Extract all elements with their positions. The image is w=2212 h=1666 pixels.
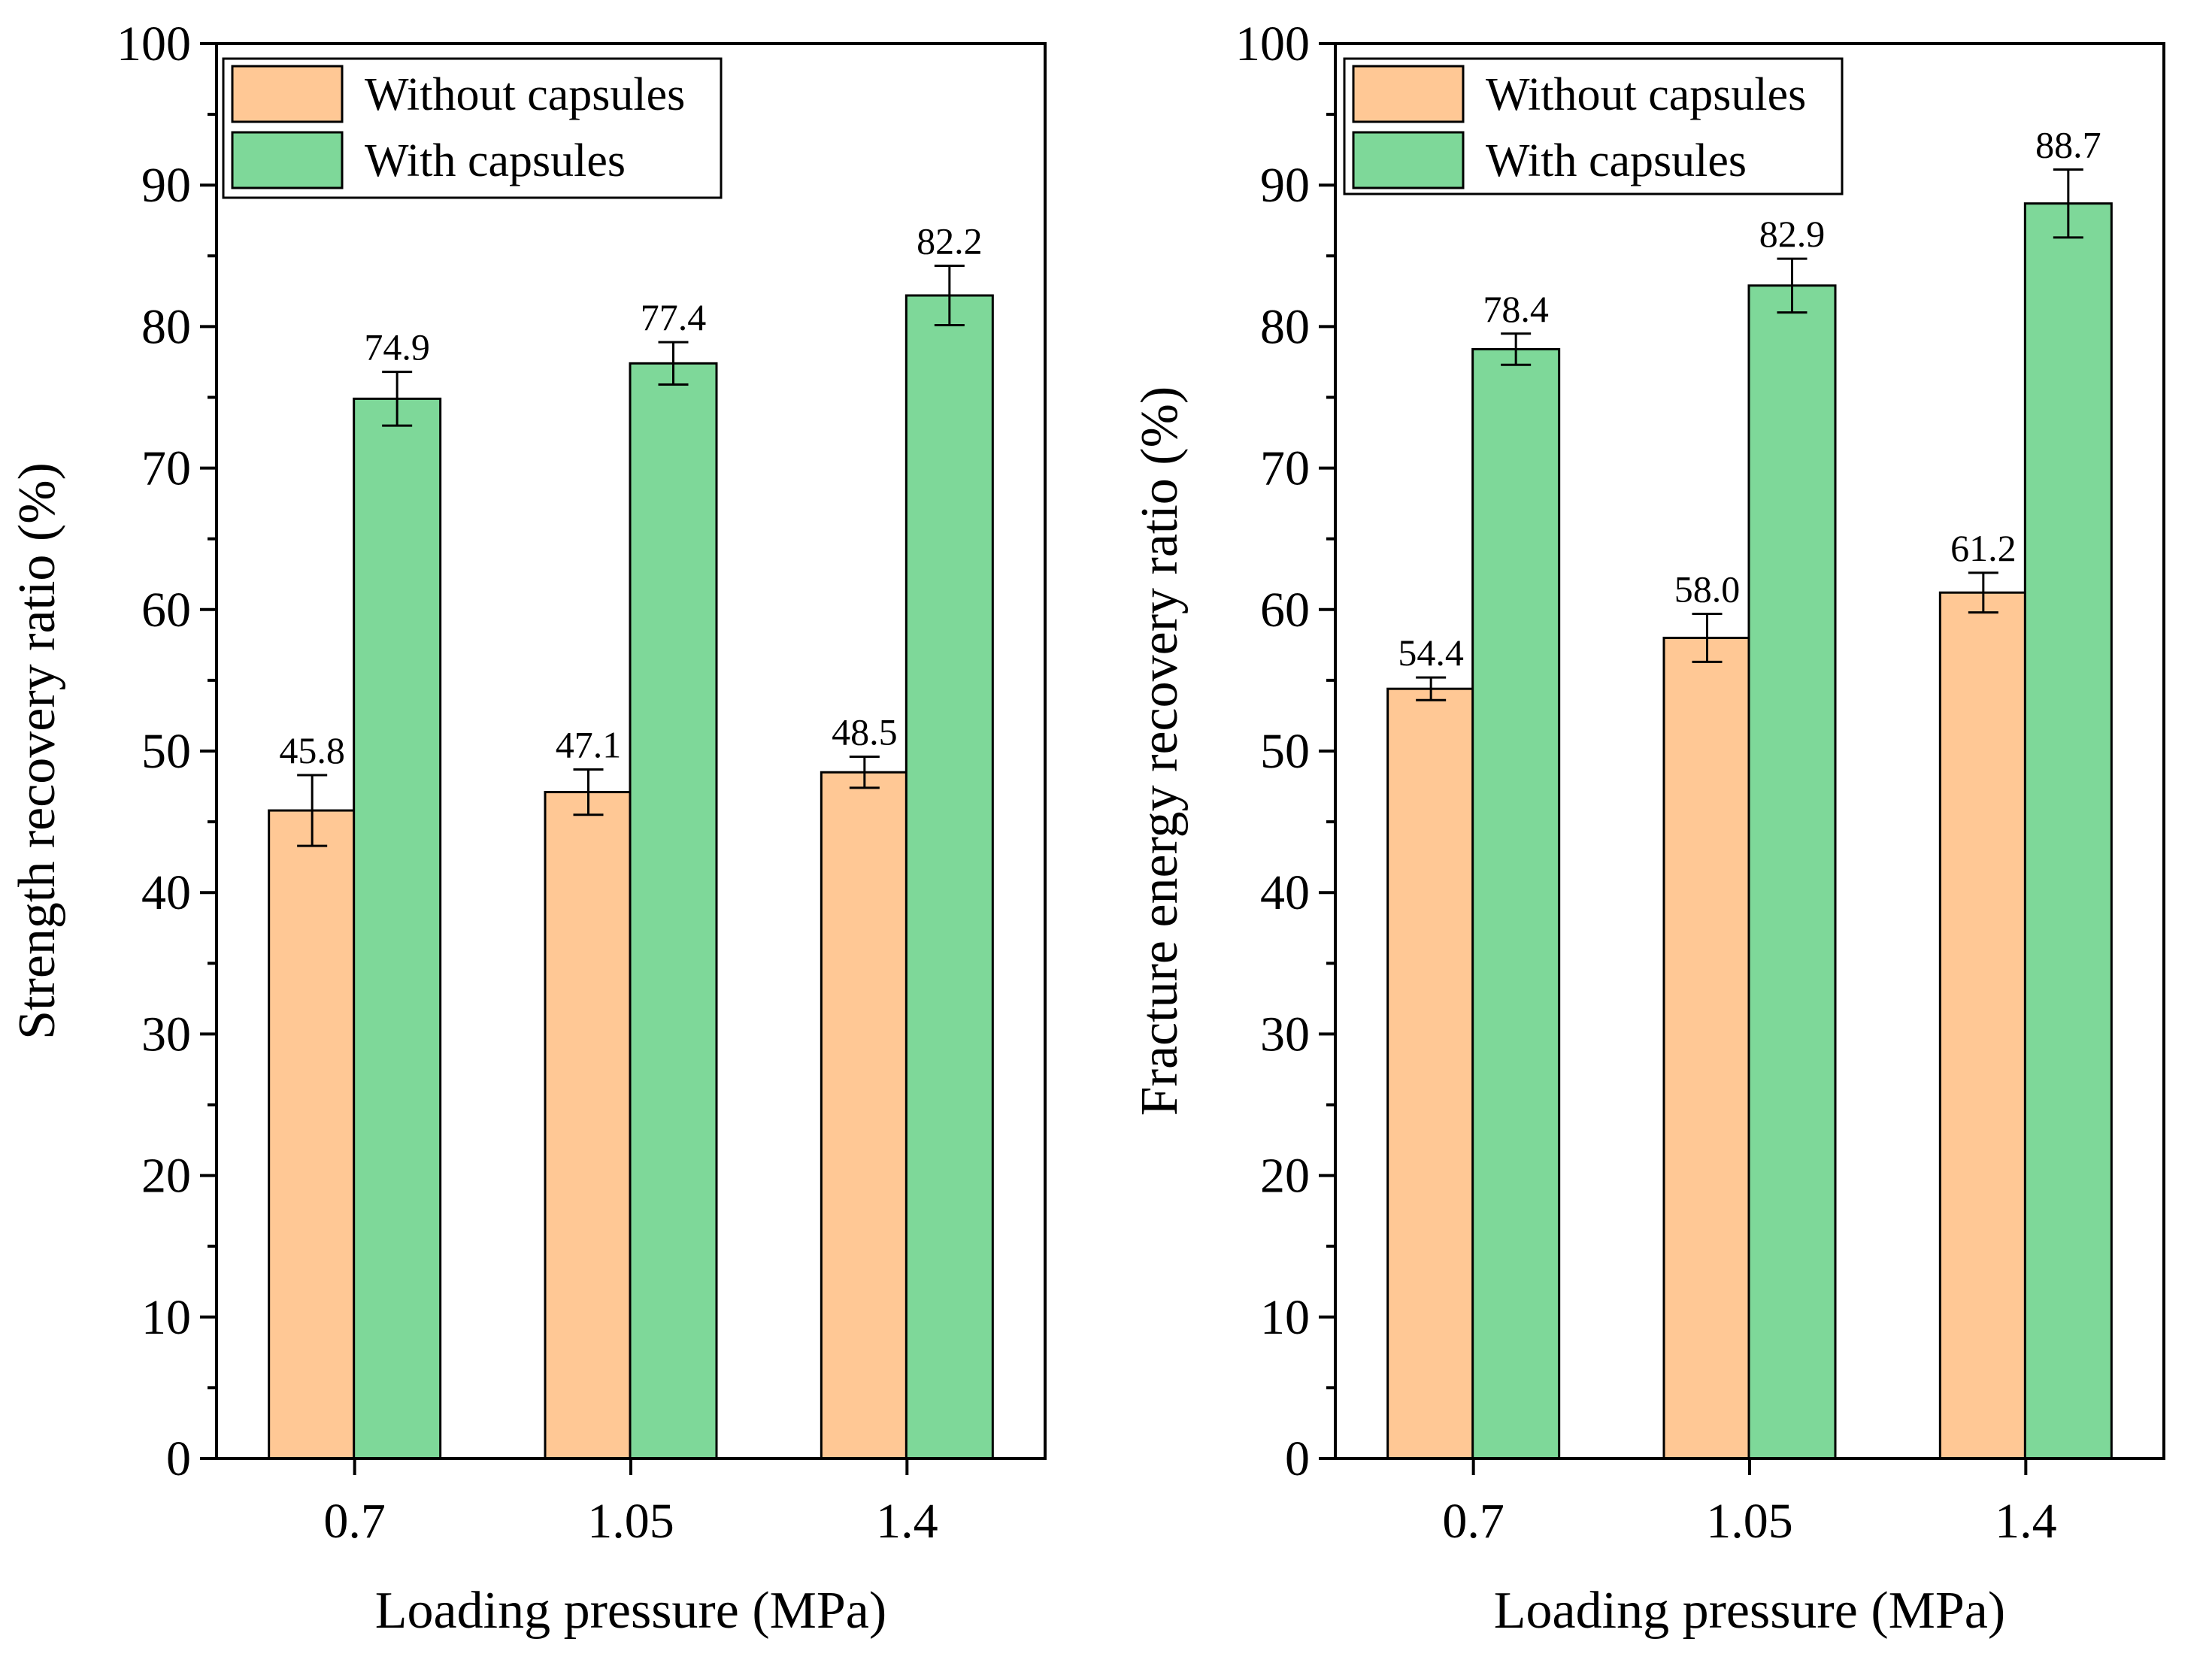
bar-with-1.4 (904, 294, 994, 1460)
y-tick-label: 30 (1260, 1007, 1310, 1062)
y-tick-label: 80 (141, 299, 191, 354)
x-axis-title: Loading pressure (MPa) (375, 1582, 886, 1640)
chart-panel-2: 54.4 58.0 61.2 78.4 82.9 88.7 0 10 20 30 40 50 60 70 8… (1131, 17, 2165, 1640)
bar-without-1.05 (1662, 636, 1752, 1460)
chart-panel-1: 45.8 47.1 48.5 74.9 77.4 82.2 0 10 20 30 40 50 60 70 8… (8, 17, 1047, 1640)
bar-without-1.4 (1938, 591, 2028, 1460)
y-tick-label: 100 (1235, 17, 1310, 71)
y-tick-label: 10 (141, 1290, 191, 1345)
y-tick-label: 80 (1260, 299, 1310, 354)
y-tick-label: 100 (117, 17, 191, 71)
bar-without-0.7 (268, 809, 357, 1460)
y-tick-label: 30 (141, 1007, 191, 1062)
legend-swatch-with (1352, 131, 1465, 189)
y-tick-label: 60 (141, 583, 191, 638)
y-tick-label: 70 (141, 441, 191, 496)
x-tick-label: 0.7 (323, 1494, 386, 1549)
y-tick-label: 10 (1260, 1290, 1310, 1345)
bar-without-0.7 (1386, 687, 1476, 1460)
legend-label-without: Without capsules (1486, 69, 1806, 120)
data-label: 48.5 (832, 711, 898, 753)
y-tick-label: 20 (141, 1149, 191, 1204)
legend-swatch-without (1352, 65, 1465, 123)
data-label: 54.4 (1398, 632, 1464, 674)
y-axis-title: Strength recovery ratio (%) (8, 462, 66, 1040)
y-tick-label: 90 (1260, 158, 1310, 213)
y-tick-label: 50 (141, 724, 191, 779)
x-tick-label: 1.05 (587, 1494, 674, 1549)
y-tick-label: 40 (141, 865, 191, 920)
x-tick-label: 1.4 (1995, 1494, 2057, 1549)
data-label: 82.2 (917, 220, 983, 262)
y-tick-label: 20 (1260, 1149, 1310, 1204)
x-tick-label: 1.4 (876, 1494, 938, 1549)
y-tick-label: 60 (1260, 583, 1310, 638)
y-tick-label: 0 (1285, 1431, 1310, 1486)
y-tick-label: 90 (141, 158, 191, 213)
bar-with-1.05 (629, 362, 718, 1460)
legend-label-with: With capsules (1486, 135, 1747, 186)
bar-without-1.4 (820, 771, 909, 1460)
data-label: 47.1 (556, 723, 622, 765)
bar-with-0.7 (1471, 348, 1561, 1460)
legend-swatch-without (231, 65, 344, 123)
y-tick-label: 40 (1260, 865, 1310, 920)
data-label: 58.0 (1674, 568, 1741, 610)
data-label: 82.9 (1759, 213, 1826, 255)
bar-with-0.7 (353, 397, 442, 1460)
y-axis-title: Fracture energy recovery ratio (%) (1131, 386, 1189, 1116)
legend-swatch-with (231, 131, 344, 189)
y-tick-label: 50 (1260, 724, 1310, 779)
x-tick-label: 1.05 (1706, 1494, 1793, 1549)
x-tick-label: 0.7 (1442, 1494, 1504, 1549)
data-label: 77.4 (641, 296, 707, 338)
data-label: 61.2 (1950, 527, 2017, 569)
data-label: 88.7 (2035, 123, 2101, 165)
data-label: 74.9 (364, 326, 430, 368)
legend-label-without: Without capsules (365, 69, 685, 120)
legend-label-with: With capsules (365, 135, 626, 186)
data-label: 78.4 (1483, 288, 1549, 330)
bar-with-1.05 (1747, 284, 1837, 1460)
y-tick-label: 70 (1260, 441, 1310, 496)
y-tick-label: 0 (166, 1431, 191, 1486)
x-axis-title: Loading pressure (MPa) (1494, 1582, 2005, 1640)
data-label: 45.8 (279, 729, 345, 771)
bar-with-1.4 (2023, 202, 2113, 1460)
legend: Without capsules With capsules (1343, 57, 1844, 195)
legend: Without capsules With capsules (222, 57, 723, 199)
bar-without-1.05 (544, 791, 633, 1460)
